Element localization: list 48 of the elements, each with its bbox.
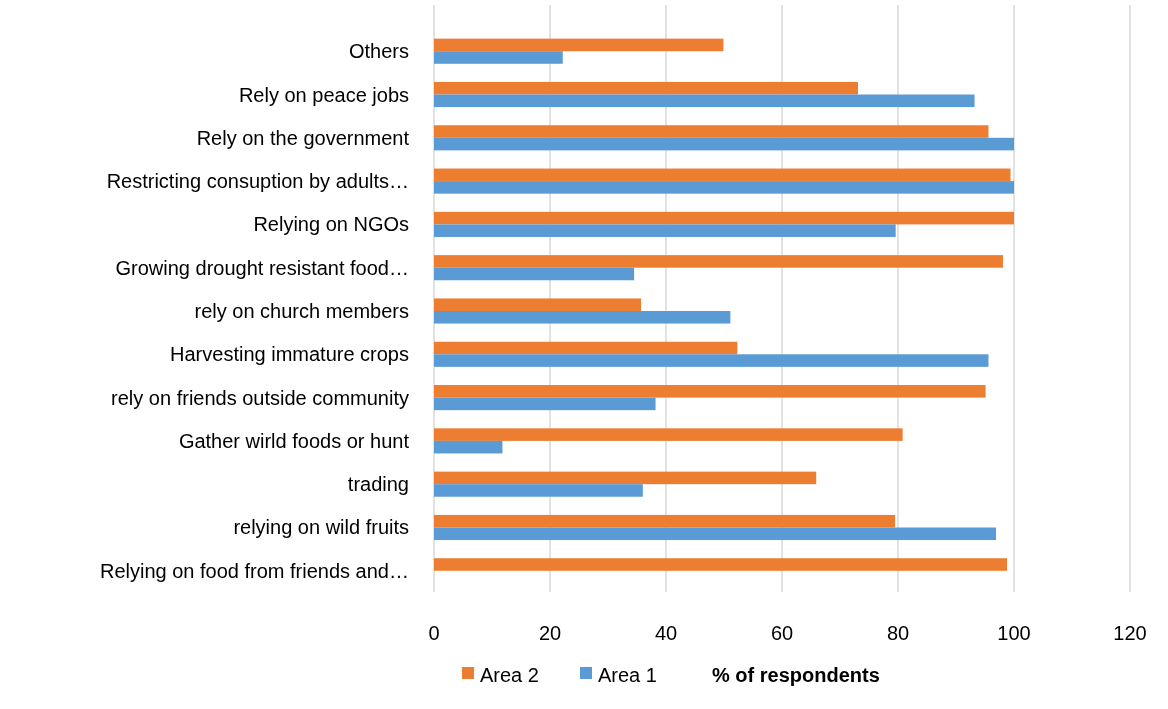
- y-tick-label: rely on friends outside community: [111, 386, 409, 409]
- y-tick-label: Restricting consuption by adults…: [106, 170, 409, 193]
- bar: [434, 51, 563, 64]
- x-tick-label: 0: [428, 622, 440, 644]
- bar: [434, 558, 1008, 571]
- x-tick-label: 60: [770, 622, 794, 644]
- bar: [434, 94, 975, 108]
- bar: [434, 354, 989, 367]
- y-tick-label: Rely on the government: [196, 126, 410, 149]
- bar: [434, 428, 903, 441]
- y-tick-label: Rely on peace jobs: [238, 83, 409, 106]
- bar: [434, 311, 731, 324]
- bar: [434, 125, 989, 138]
- x-axis-title: % of respondents: [712, 664, 880, 686]
- y-tick-label: Relying on food from friends and…: [99, 559, 409, 582]
- y-tick-label: Gather wirld foods or hunt: [178, 429, 410, 452]
- y-tick-label: rely on church members: [194, 300, 409, 322]
- bar: [434, 267, 635, 281]
- bar: [434, 397, 656, 411]
- bar: [434, 137, 1014, 151]
- bar: [434, 298, 642, 311]
- bar: [434, 385, 986, 398]
- y-tick-label: trading: [347, 473, 409, 496]
- bar: [434, 211, 1014, 225]
- bar: [434, 527, 997, 541]
- bar: [434, 514, 896, 528]
- bar: [434, 81, 858, 95]
- x-tick-label: 40: [654, 622, 678, 644]
- y-tick-label: Growing drought resistant food…: [115, 256, 409, 279]
- bar: [434, 168, 1011, 182]
- y-tick-label: relying on wild fruits: [233, 516, 409, 539]
- bar: [434, 440, 503, 454]
- x-tick-label: 80: [886, 622, 910, 644]
- x-tick-label: 120: [1113, 622, 1147, 644]
- bar: [434, 181, 1014, 194]
- x-tick-label: 20: [538, 622, 562, 644]
- bar: [434, 471, 817, 485]
- y-tick-label: Relying on NGOs: [253, 213, 409, 236]
- bar: [434, 255, 1003, 268]
- bar: [434, 341, 738, 355]
- y-tick-label: Harvesting immature crops: [170, 343, 409, 366]
- x-tick-label: 100: [997, 622, 1031, 644]
- legend-label: Area 2: [480, 664, 539, 686]
- bar: [434, 224, 896, 237]
- bar: [434, 484, 643, 497]
- legend-label: Area 1: [598, 664, 657, 686]
- bar: [434, 38, 724, 52]
- y-tick-label: Others: [348, 40, 409, 63]
